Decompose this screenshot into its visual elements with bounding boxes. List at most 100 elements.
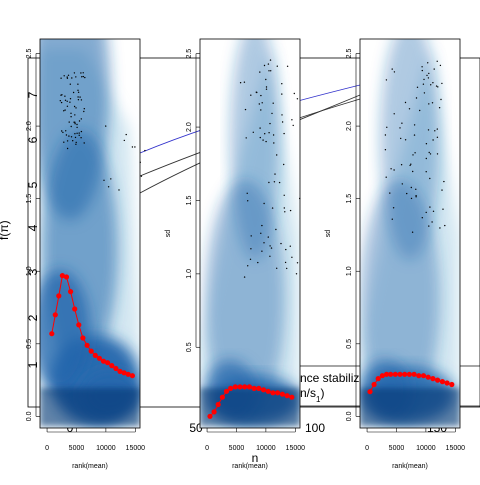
outlier-point xyxy=(423,78,425,81)
outlier-point xyxy=(393,71,396,73)
outlier-point xyxy=(427,62,429,64)
outlier-point xyxy=(75,107,77,109)
outlier-point xyxy=(123,139,126,142)
trend-point xyxy=(383,371,390,377)
outlier-point xyxy=(66,147,69,150)
outlier-point xyxy=(421,66,423,68)
trend-point xyxy=(100,358,107,364)
trend-point xyxy=(284,393,290,399)
outlier-point xyxy=(64,99,67,102)
density-dense-band xyxy=(360,388,460,426)
outlier-point xyxy=(260,232,262,234)
trend-point xyxy=(397,371,403,377)
outlier-point xyxy=(436,128,438,130)
y-axis-label: sd xyxy=(325,230,332,238)
background-y-ticks: 1 2 3 4 5 6 7 xyxy=(26,91,40,368)
trend-point xyxy=(237,384,243,390)
outlier-point xyxy=(281,114,283,116)
outlier-point xyxy=(404,139,407,141)
outlier-point xyxy=(416,86,419,89)
trend-point xyxy=(113,365,119,372)
outlier-point xyxy=(399,127,401,129)
trend-point xyxy=(379,373,385,379)
outlier-point xyxy=(66,76,68,78)
outlier-point xyxy=(432,210,435,212)
outlier-point xyxy=(272,134,275,136)
outlier-point xyxy=(68,135,70,137)
outlier-point xyxy=(65,130,67,132)
trend-point xyxy=(430,376,436,382)
outlier-point xyxy=(258,103,260,105)
trend-point xyxy=(88,348,94,354)
background-legend-close: ) xyxy=(320,386,324,400)
x-tick-label: 5000 xyxy=(229,445,245,452)
outlier-point xyxy=(69,98,72,100)
x-tick-label: 15000 xyxy=(446,445,466,452)
outlier-point xyxy=(427,129,430,131)
outlier-point xyxy=(65,134,68,136)
outlier-point xyxy=(70,112,72,115)
trend-point xyxy=(52,312,58,318)
outlier-point xyxy=(268,181,270,184)
outlier-point xyxy=(80,137,82,139)
outlier-point xyxy=(75,141,77,144)
trend-point xyxy=(402,371,408,377)
outlier-point xyxy=(73,121,75,123)
outlier-point xyxy=(131,146,134,148)
trend-point xyxy=(80,335,86,341)
x-tick-label: 10000 xyxy=(256,445,276,452)
x-tick-label: 0 xyxy=(365,445,369,452)
outlier-point xyxy=(243,276,246,278)
x-tick-label: 5000 xyxy=(389,445,405,452)
trend-point xyxy=(121,370,127,376)
outlier-point xyxy=(285,248,287,251)
panel-left: 0 5000 10000 15000 rank(mean) 0.0 0.5 1.0 1.5 2.0… xyxy=(26,38,146,470)
outlier-point xyxy=(283,163,285,166)
outlier-point xyxy=(247,200,249,202)
outlier-point xyxy=(434,130,436,132)
trend-point xyxy=(275,390,281,396)
outlier-point xyxy=(59,100,61,102)
outlier-point xyxy=(78,132,80,134)
outlier-point xyxy=(257,261,259,264)
trend-point xyxy=(125,371,131,377)
y-tick-label: 1.5 xyxy=(26,194,33,204)
panel-frame xyxy=(39,38,141,429)
outlier-point xyxy=(80,118,83,120)
outlier-point xyxy=(82,75,85,78)
outlier-point xyxy=(438,107,441,109)
y-tick-label: 2.0 xyxy=(186,122,193,132)
density-cloud xyxy=(40,39,140,428)
outlier-point xyxy=(250,248,252,250)
outlier-point xyxy=(244,108,247,111)
background-y-tick-label: 1 xyxy=(26,361,40,368)
trend-point xyxy=(242,384,248,390)
outlier-point xyxy=(247,265,249,267)
outlier-point xyxy=(389,192,391,194)
outlier-point xyxy=(80,72,82,74)
outlier-point xyxy=(410,197,413,200)
panel-frame xyxy=(199,38,301,429)
outlier-point xyxy=(390,168,392,170)
outlier-point xyxy=(281,93,283,95)
background-legend-line1: nce stabiliz xyxy=(300,371,359,385)
outlier-point xyxy=(75,143,77,145)
background-ylabel: f(π) xyxy=(0,220,11,240)
outlier-point xyxy=(82,72,84,74)
background-x-tick-label: 100 xyxy=(305,421,325,435)
trend-point xyxy=(416,373,422,379)
outlier-point xyxy=(268,70,270,72)
outlier-point xyxy=(436,60,438,62)
outlier-point xyxy=(431,221,433,223)
outlier-point xyxy=(391,68,393,70)
outlier-point xyxy=(250,235,252,237)
outlier-point xyxy=(289,245,291,247)
outlier-point xyxy=(406,192,408,195)
outlier-point xyxy=(76,123,78,126)
outlier-point xyxy=(70,116,72,118)
outlier-point xyxy=(73,72,76,74)
outlier-point xyxy=(259,136,261,139)
outlier-point xyxy=(412,154,414,156)
outlier-point xyxy=(270,247,273,249)
